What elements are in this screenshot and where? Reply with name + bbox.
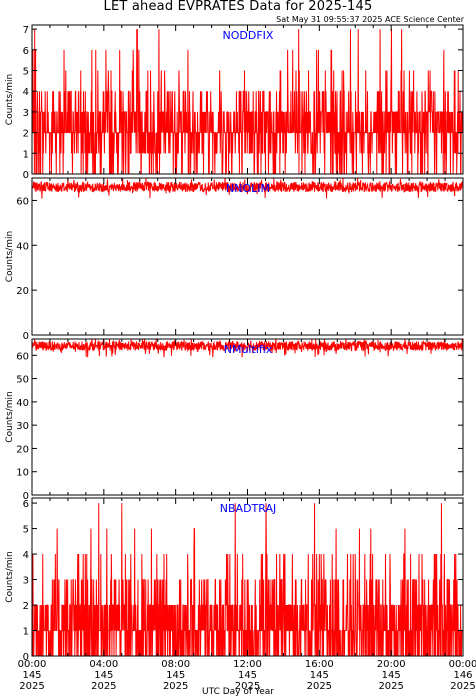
- x-tick-label-year: 2025: [378, 681, 403, 692]
- y-tick-label: 40: [16, 241, 29, 252]
- x-tick-label-year: 2025: [19, 681, 44, 692]
- x-tick-label-doy: 145: [238, 670, 257, 681]
- y-tick-label: 10: [16, 468, 29, 479]
- panel-label: NNOLIM: [226, 182, 270, 195]
- panel-noddfix: 0 1 2 3 4 5 6 7 Counts/min NODDFIX: [5, 24, 464, 181]
- x-tick-label-year: 2025: [163, 681, 188, 692]
- y-tick-label: 2: [23, 601, 29, 612]
- chart-title: LET ahead EVPRATES Data for 2025-145: [103, 0, 373, 14]
- y-axis-label: Counts/min: [5, 74, 15, 125]
- y-axis-label: Counts/min: [5, 551, 15, 602]
- y-tick-label: 0: [23, 170, 29, 181]
- x-tick-label-doy: 145: [310, 670, 329, 681]
- x-tick-label-time: 16:00: [305, 659, 334, 670]
- panel-nnolim: 0 20 40 60 Counts/min NNOLIM: [5, 177, 464, 342]
- plot-frame: [31, 177, 464, 336]
- y-tick-label: 20: [16, 444, 29, 455]
- x-tick-label-time: 00:00: [18, 659, 47, 670]
- y-axis-label: Counts/min: [5, 391, 15, 442]
- x-tick-label-time: 20:00: [377, 659, 406, 670]
- series-line: [32, 29, 463, 175]
- panel-label: NMultifix: [224, 343, 273, 356]
- y-tick-label: 0: [23, 331, 29, 342]
- x-tick-label-time: 00:00: [449, 659, 476, 670]
- y-tick-label: 5: [23, 67, 29, 78]
- y-tick-label: 60: [16, 196, 29, 207]
- plot-frame: [31, 338, 464, 496]
- x-tick-label-year: 2025: [91, 681, 116, 692]
- x-tick-label-year: 2025: [450, 681, 475, 692]
- y-tick-label: 1: [23, 149, 29, 160]
- x-tick-label-doy: 145: [94, 670, 113, 681]
- series-line: [31, 503, 463, 657]
- panel-nmultifix: 0 10 20 30 40 50 60 Counts/min NMultifix: [5, 338, 464, 502]
- x-tick-label-doy: 145: [382, 670, 401, 681]
- x-axis-label: UTC Day of Year: [202, 687, 274, 697]
- y-tick-label: 5: [23, 525, 29, 536]
- x-tick-label-doy: 145: [166, 670, 185, 681]
- y-tick-label: 60: [16, 351, 29, 362]
- y-tick-label: 50: [16, 375, 29, 386]
- y-tick-label: 1: [23, 627, 29, 638]
- series-line: [31, 177, 464, 199]
- y-tick-label: 3: [23, 108, 29, 119]
- panel-label: NODDFIX: [223, 29, 274, 42]
- panel-label: NBADTRAJ: [220, 502, 276, 515]
- y-axis-label: Counts/min: [5, 231, 15, 282]
- y-tick-label: 6: [23, 499, 29, 510]
- y-tick-label: 6: [23, 46, 29, 57]
- x-tick-label-year: 2025: [235, 681, 260, 692]
- y-tick-label: 4: [23, 87, 29, 98]
- y-tick-label: 7: [23, 25, 29, 36]
- y-tick-label: 40: [16, 398, 29, 409]
- y-tick-label: 3: [23, 576, 29, 587]
- y-tick-label: 2: [23, 129, 29, 140]
- x-tick-label-time: 08:00: [161, 659, 190, 670]
- x-tick-label-doy: 146: [453, 670, 472, 681]
- x-tick-label-year: 2025: [307, 681, 332, 692]
- panel-nbadtraj: 0 1 2 3 4 5 6 Counts/min NBADTRAJ: [5, 497, 464, 663]
- x-tick-label-time: 04:00: [89, 659, 118, 670]
- y-tick-label: 0: [23, 491, 29, 502]
- y-tick-label: 0: [23, 652, 29, 663]
- generation-timestamp: Sat May 31 09:55:37 2025 ACE Science Cen…: [276, 15, 464, 24]
- x-tick-label-doy: 145: [22, 670, 41, 681]
- y-tick-label: 4: [23, 550, 29, 561]
- y-tick-label: 20: [16, 286, 29, 297]
- x-tick-label-time: 12:00: [233, 659, 262, 670]
- y-tick-label: 30: [16, 421, 29, 432]
